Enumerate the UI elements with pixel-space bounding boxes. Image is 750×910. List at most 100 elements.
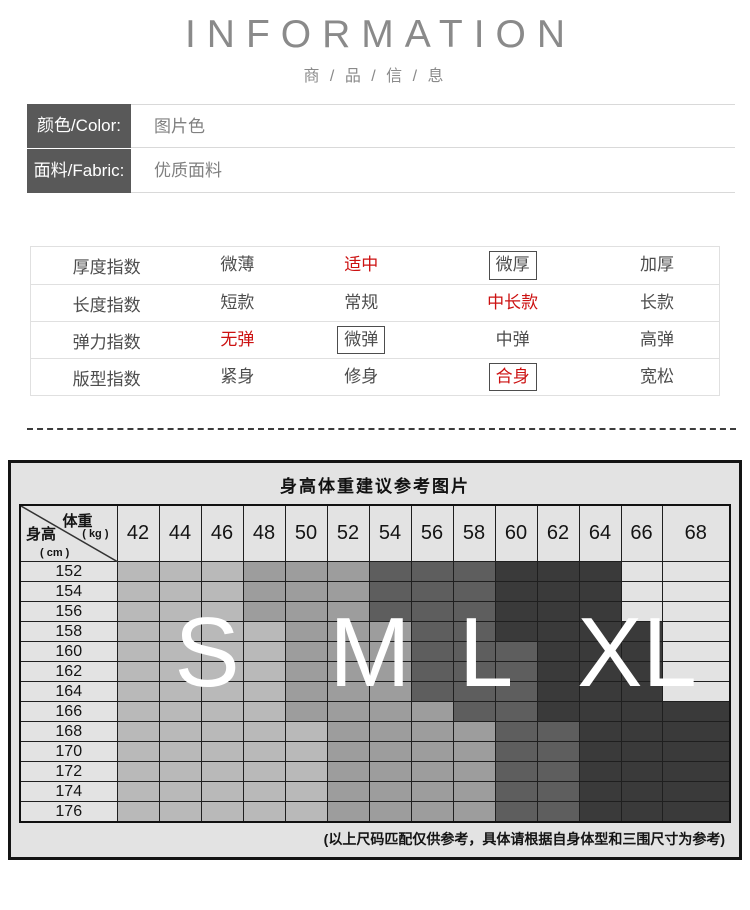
zone-cell-xl bbox=[578, 620, 622, 642]
index-option: 无弹 bbox=[220, 329, 255, 349]
color-label: 颜色/Color: bbox=[27, 104, 131, 148]
height-header-cell: 160 bbox=[19, 640, 118, 662]
height-header-cell: 162 bbox=[19, 660, 118, 682]
weight-header-cell: 50 bbox=[284, 504, 328, 562]
height-header-cell: 166 bbox=[19, 700, 118, 722]
zone-cell-l bbox=[410, 560, 454, 582]
zone-cell-xl bbox=[578, 680, 622, 702]
zone-cell-s bbox=[200, 700, 244, 722]
zone-cell-s bbox=[242, 660, 286, 682]
zone-cell-m bbox=[410, 740, 454, 762]
weight-header-cell: 66 bbox=[620, 504, 663, 562]
zone-cell-s bbox=[116, 600, 160, 622]
zone-cell-l bbox=[536, 800, 580, 822]
zone-cell-l bbox=[452, 640, 496, 662]
zone-cell-empty bbox=[661, 680, 731, 702]
zone-cell-xl bbox=[578, 660, 622, 682]
weight-header-cell: 64 bbox=[578, 504, 622, 562]
zone-cell-m bbox=[368, 720, 412, 742]
zone-cell-xl bbox=[494, 560, 538, 582]
zone-cell-empty bbox=[620, 560, 663, 582]
weight-header-cell: 48 bbox=[242, 504, 286, 562]
height-row: 152 bbox=[19, 560, 731, 582]
zone-cell-m bbox=[284, 680, 328, 702]
height-header-cell: 168 bbox=[19, 720, 118, 742]
zone-cell-xl bbox=[536, 620, 580, 642]
height-header-cell: 174 bbox=[19, 780, 118, 802]
zone-cell-l bbox=[452, 580, 496, 602]
zone-cell-xl bbox=[620, 800, 663, 822]
zone-cell-s bbox=[200, 640, 244, 662]
zone-cell-m bbox=[452, 720, 496, 742]
zone-cell-m bbox=[452, 800, 496, 822]
index-row: 版型指数 紧身 修身 合身 宽松 bbox=[31, 358, 719, 395]
zone-cell-s bbox=[200, 720, 244, 742]
zone-cell-m bbox=[284, 620, 328, 642]
height-row: 172 bbox=[19, 760, 731, 782]
zone-cell-s bbox=[158, 760, 202, 782]
page-subtitle: 商 / 品 / 信 / 息 bbox=[303, 68, 447, 85]
weight-header-cell: 54 bbox=[368, 504, 412, 562]
zone-cell-s bbox=[116, 620, 160, 642]
index-option-cell: 中弹 bbox=[430, 329, 595, 351]
zone-cell-s bbox=[116, 640, 160, 662]
zone-cell-xl bbox=[578, 780, 622, 802]
index-row-label: 厚度指数 bbox=[72, 258, 141, 277]
zone-cell-s bbox=[284, 780, 328, 802]
index-row: 厚度指数 微薄 适中 微厚 加厚 bbox=[31, 247, 719, 284]
zone-cell-l bbox=[452, 560, 496, 582]
basic-info-section: 颜色/Color: 图片色 面料/Fabric: 优质面料 bbox=[27, 104, 735, 193]
zone-cell-l bbox=[494, 660, 538, 682]
index-option: 中长款 bbox=[487, 292, 539, 312]
header: INFORMATION 商 / 品 / 信 / 息 bbox=[0, 0, 750, 86]
zone-cell-s bbox=[242, 740, 286, 762]
zone-cell-xl bbox=[620, 760, 663, 782]
zone-cell-xl bbox=[578, 580, 622, 602]
zone-cell-s bbox=[158, 640, 202, 662]
zone-cell-xl bbox=[661, 780, 731, 802]
zone-cell-empty bbox=[661, 600, 731, 622]
zone-cell-xl bbox=[494, 620, 538, 642]
zone-cell-xl bbox=[494, 580, 538, 602]
weight-header-cell: 68 bbox=[661, 504, 731, 562]
height-row: 162 bbox=[19, 660, 731, 682]
zone-cell-empty bbox=[661, 660, 731, 682]
zone-cell-l bbox=[536, 720, 580, 742]
zone-cell-s bbox=[200, 580, 244, 602]
zone-cell-xl bbox=[620, 780, 663, 802]
index-option: 微弹 bbox=[337, 325, 386, 355]
zone-cell-l bbox=[410, 580, 454, 602]
zone-cell-s bbox=[200, 660, 244, 682]
index-option-cell: 紧身 bbox=[182, 366, 292, 388]
zone-cell-m bbox=[284, 640, 328, 662]
zone-cell-s bbox=[242, 640, 286, 662]
index-option-cell: 中长款 bbox=[430, 292, 595, 314]
zone-cell-m bbox=[368, 780, 412, 802]
zone-cell-xl bbox=[661, 720, 731, 742]
zone-cell-s bbox=[116, 560, 160, 582]
zone-cell-xl bbox=[536, 560, 580, 582]
index-option-cell: 微弹 bbox=[292, 325, 430, 355]
zone-cell-l bbox=[494, 720, 538, 742]
zone-cell-empty bbox=[661, 640, 731, 662]
zone-cell-s bbox=[200, 600, 244, 622]
info-row-color: 颜色/Color: 图片色 bbox=[27, 104, 735, 148]
zone-cell-l bbox=[368, 600, 412, 622]
zone-cell-l bbox=[410, 660, 454, 682]
zone-cell-s bbox=[116, 580, 160, 602]
zone-cell-s bbox=[116, 660, 160, 682]
zone-cell-l bbox=[368, 560, 412, 582]
zone-cell-xl bbox=[578, 720, 622, 742]
zone-cell-s bbox=[116, 800, 160, 822]
size-chart-note: (以上尺码匹配仅供参考，具体请根据自身体型和三围尺寸为参考) bbox=[323, 830, 725, 847]
height-row: 170 bbox=[19, 740, 731, 762]
size-chart-box: 身高体重建议参考图片 体重( kg ) 身高( cm ) 42 44 46 48 50 52 5… bbox=[8, 460, 742, 860]
zone-cell-m bbox=[368, 760, 412, 782]
zone-cell-m bbox=[368, 680, 412, 702]
zone-cell-xl bbox=[661, 700, 731, 722]
height-row: 176 bbox=[19, 800, 731, 822]
zone-cell-m bbox=[242, 560, 286, 582]
height-header-cell: 154 bbox=[19, 580, 118, 602]
zone-cell-s bbox=[158, 700, 202, 722]
zone-cell-xl bbox=[578, 560, 622, 582]
